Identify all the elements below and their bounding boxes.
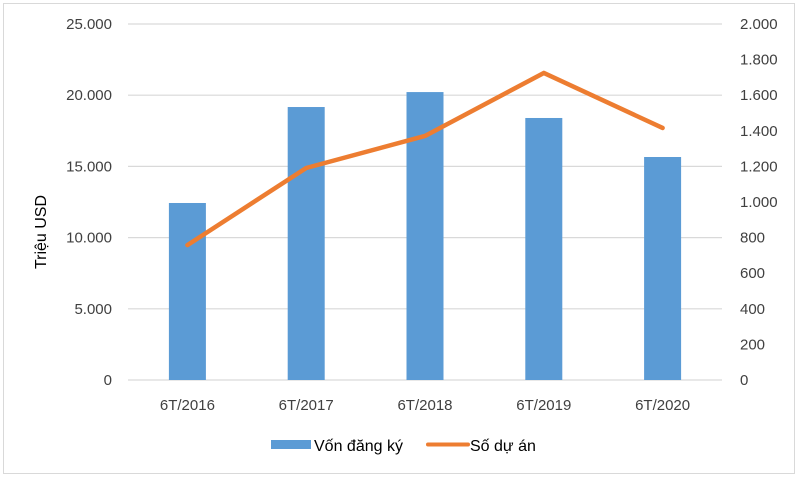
legend: Vốn đăng ký Số dự án	[271, 438, 536, 455]
y-right-tick-label: 0	[740, 372, 748, 389]
y-right-tick-label: 1.000	[740, 194, 778, 211]
x-tick-label: 6T/2017	[279, 397, 334, 414]
y-tick-label: 25.000	[66, 16, 112, 33]
x-tick-label: 6T/2016	[160, 397, 215, 414]
y-axis-label: Triệu USD	[33, 195, 50, 269]
y-right-tick-label: 1.800	[740, 52, 778, 69]
y-tick-label: 0	[104, 372, 112, 389]
y-right-tick-label: 1.600	[740, 87, 778, 104]
y-right-tick-label: 400	[740, 301, 765, 318]
y-right-tick-label: 1.200	[740, 158, 778, 175]
y-tick-label: 20.000	[66, 87, 112, 104]
line-series-so-du-an	[185, 70, 665, 248]
legend-bar-label: Vốn đăng ký	[314, 438, 403, 455]
y-axis-left-ticks: 0 5.000 10.000 15.000 20.000 25.000	[66, 16, 112, 389]
bar	[644, 157, 682, 380]
y-right-tick-label: 2.000	[740, 16, 778, 33]
bar	[168, 202, 206, 380]
x-tick-label: 6T/2020	[635, 397, 690, 414]
y-tick-label: 10.000	[66, 230, 112, 247]
legend-bar-swatch	[271, 440, 311, 449]
x-tick-label: 6T/2019	[516, 397, 571, 414]
legend-line-label: Số dự án	[470, 438, 536, 455]
y-right-tick-label: 600	[740, 265, 765, 282]
y-tick-label: 5.000	[74, 301, 112, 318]
x-tick-label: 6T/2018	[397, 397, 452, 414]
y-right-tick-label: 1.400	[740, 123, 778, 140]
line-path	[185, 70, 665, 248]
y-axis-right-ticks: 0 200 400 600 800 1.000 1.200 1.400 1.600 1.800 2.…	[740, 16, 778, 389]
y-right-tick-label: 200	[740, 336, 765, 353]
x-axis-ticks: 6T/2016 6T/2017 6T/2018 6T/2019 6T/2020	[160, 397, 690, 414]
y-right-tick-label: 800	[740, 230, 765, 247]
bar	[287, 107, 325, 381]
bar	[525, 117, 563, 380]
y-tick-label: 15.000	[66, 158, 112, 175]
